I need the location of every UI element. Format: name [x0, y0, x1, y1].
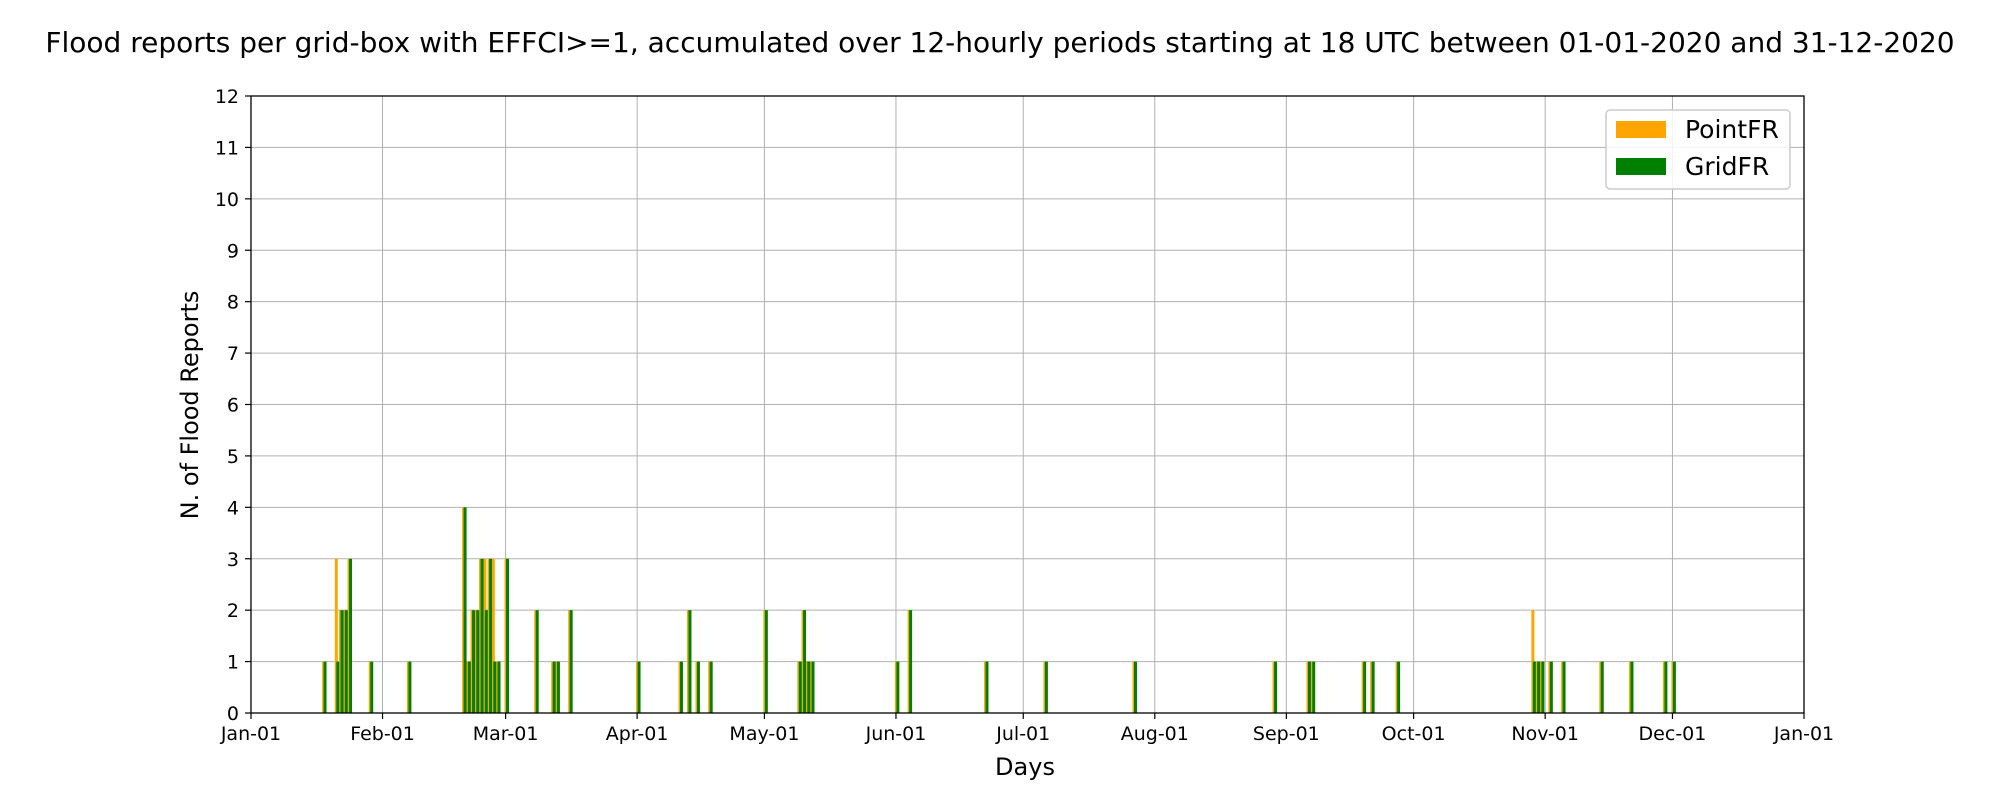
bar-pointfr	[334, 558, 338, 713]
bar-gridfr	[1562, 661, 1566, 713]
bar-gridfr	[1397, 661, 1401, 713]
bar-gridfr	[506, 558, 510, 713]
bar-gridfr	[556, 661, 560, 713]
x-tick-label: Jul-01	[995, 723, 1050, 745]
bar-gridfr	[535, 610, 539, 713]
bar-gridfr	[493, 661, 497, 713]
bar-gridfr	[1664, 661, 1668, 713]
bar-gridfr	[985, 661, 989, 713]
bar-gridfr	[1371, 661, 1375, 713]
x-tick-label: Jan-01	[1773, 723, 1834, 745]
bar-gridfr	[1549, 661, 1553, 713]
chart-title: Flood reports per grid-box with EFFCI>=1…	[45, 26, 1955, 59]
x-tick-label: Mar-01	[473, 723, 539, 745]
x-tick-label: Feb-01	[350, 723, 415, 745]
bar-gridfr	[709, 661, 713, 713]
bar-gridfr	[1630, 661, 1634, 713]
x-axis-label: Days	[995, 753, 1055, 781]
bar-gridfr	[497, 661, 501, 713]
bar-gridfr	[909, 610, 913, 713]
bar-gridfr	[1532, 661, 1536, 713]
x-tick-label: Jun-01	[865, 723, 927, 745]
bar-gridfr	[472, 610, 476, 713]
bar-gridfr	[1312, 661, 1316, 713]
y-tick-label: 9	[227, 240, 239, 262]
legend-label-gridfr: GridFR	[1685, 152, 1769, 181]
x-tick-label: Dec-01	[1639, 723, 1707, 745]
y-tick-label: 7	[227, 343, 239, 365]
bar-gridfr	[340, 610, 344, 713]
bar-gridfr	[349, 558, 353, 713]
legend-label-pointfr: PointFR	[1685, 115, 1779, 144]
y-tick-label: 10	[215, 189, 239, 211]
bar-gridfr	[798, 661, 802, 713]
y-axis-label: N. of Flood Reports	[176, 291, 204, 520]
x-tick-label: Nov-01	[1511, 723, 1579, 745]
bar-gridfr	[811, 661, 815, 713]
bar-gridfr	[1044, 661, 1048, 713]
bar-gridfr	[1537, 661, 1541, 713]
y-tick-label: 11	[215, 137, 239, 159]
bar-gridfr	[696, 661, 700, 713]
bar-gridfr	[323, 661, 327, 713]
y-tick-label: 2	[227, 600, 239, 622]
bar-gridfr	[463, 507, 467, 713]
plot-frame	[250, 95, 1805, 714]
bar-gridfr	[569, 610, 573, 713]
bar-gridfr	[552, 661, 556, 713]
y-tick-label: 1	[227, 652, 239, 674]
bar-gridfr	[680, 661, 683, 713]
bar-gridfr	[489, 558, 493, 713]
gridlines	[250, 95, 1805, 714]
legend-swatch-gridfr	[1616, 158, 1666, 175]
y-tick-label: 12	[215, 86, 239, 108]
bar-gridfr	[896, 661, 900, 713]
y-tick-label: 0	[227, 703, 239, 725]
bar-gridfr	[803, 610, 807, 713]
x-tick-label: Aug-01	[1121, 723, 1189, 745]
legend-swatch-pointfr	[1616, 121, 1666, 138]
y-tick-label: 5	[227, 446, 239, 468]
bar-gridfr	[1307, 661, 1311, 713]
x-tick-label: Sep-01	[1253, 723, 1320, 745]
bar-gridfr	[480, 558, 484, 713]
y-tick-label: 3	[227, 549, 239, 571]
bar-gridfr	[1541, 661, 1545, 713]
bar-gridfr	[807, 661, 811, 713]
y-tick-label: 8	[227, 292, 239, 314]
bar-gridfr	[764, 610, 768, 713]
bar-gridfr	[1274, 661, 1278, 713]
bar-gridfr	[1134, 661, 1137, 713]
x-tick-label: Jan-01	[220, 723, 281, 745]
bar-gridfr	[370, 661, 374, 713]
x-tick-label: Apr-01	[606, 723, 669, 745]
bar-gridfr	[476, 610, 480, 713]
bar-gridfr	[408, 661, 412, 713]
x-tick-label: May-01	[729, 723, 799, 745]
legend: PointFR GridFR	[1605, 109, 1791, 190]
bar-gridfr	[1600, 661, 1604, 713]
y-tick-label: 6	[227, 395, 239, 417]
bar-gridfr	[467, 661, 471, 713]
bar-gridfr	[1363, 661, 1367, 713]
y-tick-label: 4	[227, 497, 239, 519]
bar-gridfr	[637, 661, 641, 713]
bar-gridfr	[688, 610, 692, 713]
bar-gridfr	[344, 610, 348, 713]
bar-gridfr	[484, 610, 488, 713]
x-tick-label: Oct-01	[1382, 723, 1446, 745]
bar-pointfr	[491, 558, 495, 713]
bar-gridfr	[1672, 661, 1676, 713]
axes	[245, 95, 1805, 719]
bars-group	[322, 507, 1676, 713]
bar-gridfr	[336, 661, 340, 713]
